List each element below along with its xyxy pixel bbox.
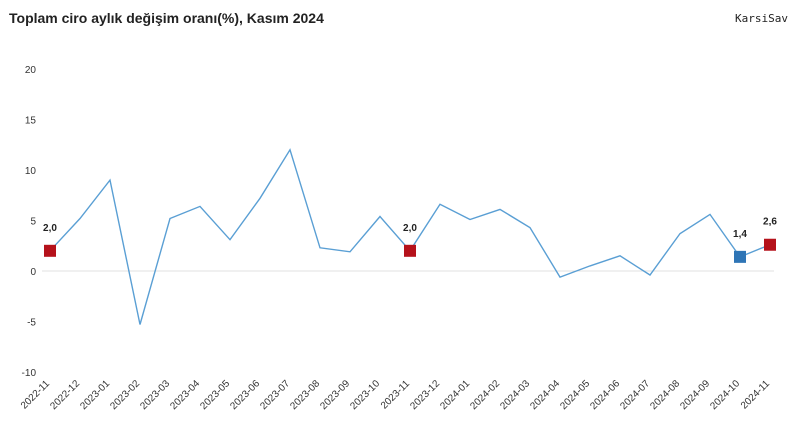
x-tick-label: 2023-08: [288, 378, 322, 412]
brand-label: KarsiSav: [735, 12, 788, 25]
y-tick-label: 10: [25, 166, 37, 177]
x-tick-label: 2022-11: [19, 378, 53, 412]
x-tick-label: 2023-03: [138, 378, 172, 412]
data-label: 2,0: [43, 223, 57, 234]
x-tick-label: 2024-09: [678, 378, 712, 412]
x-tick-label: 2023-10: [348, 378, 382, 412]
x-tick-label: 2024-02: [468, 378, 502, 412]
x-tick-label: 2024-10: [708, 378, 742, 412]
x-tick-label: 2022-12: [48, 378, 82, 412]
x-tick-label: 2023-06: [228, 378, 262, 412]
chart-title: Toplam ciro aylık değişim oranı(%), Kası…: [9, 10, 324, 26]
y-tick-label: 5: [30, 217, 36, 228]
x-tick-label: 2024-01: [438, 378, 472, 412]
data-point-marker: [404, 244, 416, 257]
data-point-marker: [764, 238, 776, 251]
x-tick-label: 2024-06: [588, 378, 622, 412]
x-tick-label: 2024-11: [739, 378, 773, 412]
data-point-marker: [734, 250, 746, 263]
x-tick-label: 2023-11: [379, 378, 413, 412]
data-point-marker: [44, 244, 56, 257]
x-tick-label: 2023-05: [198, 378, 232, 412]
y-tick-label: 20: [25, 65, 37, 76]
x-tick-label: 2023-09: [318, 378, 352, 412]
x-tick-label: 2024-08: [648, 378, 682, 412]
x-tick-label: 2024-04: [528, 378, 562, 412]
data-label: 2,0: [403, 223, 417, 234]
y-tick-label: 0: [30, 267, 36, 278]
data-label: 2,6: [763, 217, 777, 228]
data-label: 1,4: [733, 229, 747, 240]
y-tick-label: -10: [22, 368, 37, 379]
x-tick-label: 2023-01: [78, 378, 112, 412]
x-tick-label: 2024-03: [498, 378, 532, 412]
x-tick-label: 2024-05: [558, 378, 592, 412]
x-tick-label: 2023-02: [108, 378, 142, 412]
y-tick-label: 15: [25, 116, 37, 127]
x-tick-label: 2024-07: [618, 378, 652, 412]
x-tick-label: 2023-04: [168, 378, 202, 412]
series-line: [49, 148, 771, 325]
y-tick-label: -5: [27, 318, 36, 329]
x-tick-label: 2023-12: [408, 378, 442, 412]
x-tick-label: 2023-07: [258, 378, 292, 412]
